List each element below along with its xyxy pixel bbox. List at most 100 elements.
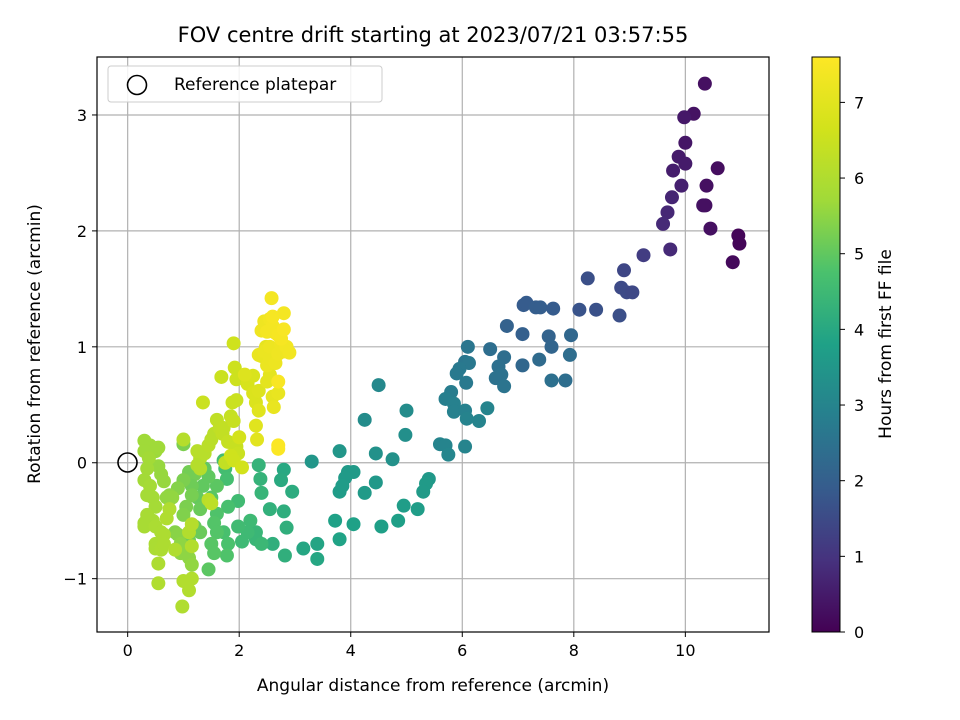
data-point	[357, 412, 372, 427]
data-point	[184, 539, 199, 554]
data-point	[282, 345, 297, 360]
data-point	[332, 484, 347, 499]
data-point	[663, 242, 678, 257]
data-point	[168, 542, 183, 557]
colorbar-tick-label: 5	[854, 245, 864, 264]
colorbar-tick-label: 3	[854, 396, 864, 415]
colorbar-tick-label: 6	[854, 169, 864, 188]
data-point	[296, 541, 311, 556]
data-point	[195, 478, 210, 493]
data-point	[532, 352, 547, 367]
data-point	[227, 360, 242, 375]
data-point	[391, 513, 406, 528]
data-point	[209, 525, 224, 540]
data-point	[274, 473, 289, 488]
data-point	[193, 502, 208, 517]
data-point	[664, 190, 679, 205]
data-point	[201, 562, 216, 577]
data-point	[285, 484, 300, 499]
grid-lines	[97, 57, 769, 632]
colorbar-label: Hours from first FF file	[876, 249, 896, 439]
data-point	[703, 221, 718, 236]
data-point	[449, 366, 464, 381]
legend: Reference platepar	[107, 65, 383, 103]
data-point	[276, 306, 291, 321]
data-point	[697, 76, 712, 91]
data-point	[251, 403, 266, 418]
data-point	[184, 488, 199, 503]
data-point	[636, 248, 651, 263]
data-point	[151, 576, 166, 591]
data-point	[271, 386, 286, 401]
data-point	[725, 255, 740, 270]
data-point	[271, 374, 286, 389]
data-point	[251, 458, 266, 473]
data-point	[441, 447, 456, 462]
data-point	[195, 395, 210, 410]
data-point	[710, 161, 725, 176]
x-tick-label: 6	[457, 641, 467, 660]
data-points	[137, 76, 747, 614]
data-point	[398, 427, 413, 442]
colorbar-tick-label: 7	[854, 93, 864, 112]
data-point	[562, 347, 577, 362]
data-point	[262, 502, 277, 517]
data-point	[558, 373, 573, 388]
data-point	[374, 519, 389, 534]
data-point	[472, 414, 487, 429]
data-point	[399, 403, 414, 418]
data-point	[232, 430, 247, 445]
data-point	[184, 557, 199, 572]
data-point	[207, 546, 222, 561]
data-point	[162, 502, 177, 517]
colorbar-tick-label: 2	[854, 472, 864, 491]
data-point	[499, 318, 514, 333]
colorbar-tick-label: 4	[854, 320, 864, 339]
data-point	[276, 322, 291, 337]
data-point	[678, 156, 693, 171]
data-point	[515, 327, 530, 342]
y-tick-label: 1	[77, 338, 87, 357]
data-point	[253, 471, 268, 486]
data-point	[271, 441, 286, 456]
data-point	[357, 485, 372, 500]
data-point	[460, 339, 475, 354]
y-tick-label: 2	[77, 222, 87, 241]
data-point	[277, 548, 292, 563]
data-point	[564, 328, 579, 343]
data-point	[732, 236, 747, 251]
data-point	[410, 502, 425, 517]
data-point	[219, 548, 234, 563]
data-point	[698, 198, 713, 213]
data-point	[346, 517, 361, 532]
data-point	[141, 451, 156, 466]
data-point	[328, 513, 343, 528]
data-point	[385, 452, 400, 467]
data-point	[625, 285, 640, 300]
data-point	[184, 571, 199, 586]
legend-box	[107, 65, 383, 103]
data-point	[660, 205, 675, 220]
data-point	[151, 459, 166, 474]
data-point	[446, 404, 461, 419]
x-tick-label: 10	[675, 641, 695, 660]
data-point	[265, 536, 280, 551]
colorbar-tick-label: 0	[854, 623, 864, 642]
y-tick-label: −1	[63, 570, 87, 589]
y-tick-label: 0	[77, 454, 87, 473]
data-point	[279, 520, 294, 535]
data-point	[572, 302, 587, 317]
data-point	[544, 339, 559, 354]
colorbar	[811, 56, 841, 633]
data-point	[231, 519, 246, 534]
data-point	[458, 439, 473, 454]
data-point	[250, 432, 265, 447]
data-point	[678, 135, 693, 150]
data-point	[176, 507, 191, 522]
data-point	[612, 308, 627, 323]
data-point	[234, 460, 249, 475]
legend-reference-marker	[126, 74, 148, 96]
data-point	[254, 536, 269, 551]
y-axis-label: Rotation from reference (arcmin)	[25, 204, 45, 484]
y-axis-ticks: −1 0 1 2 3	[63, 106, 97, 589]
